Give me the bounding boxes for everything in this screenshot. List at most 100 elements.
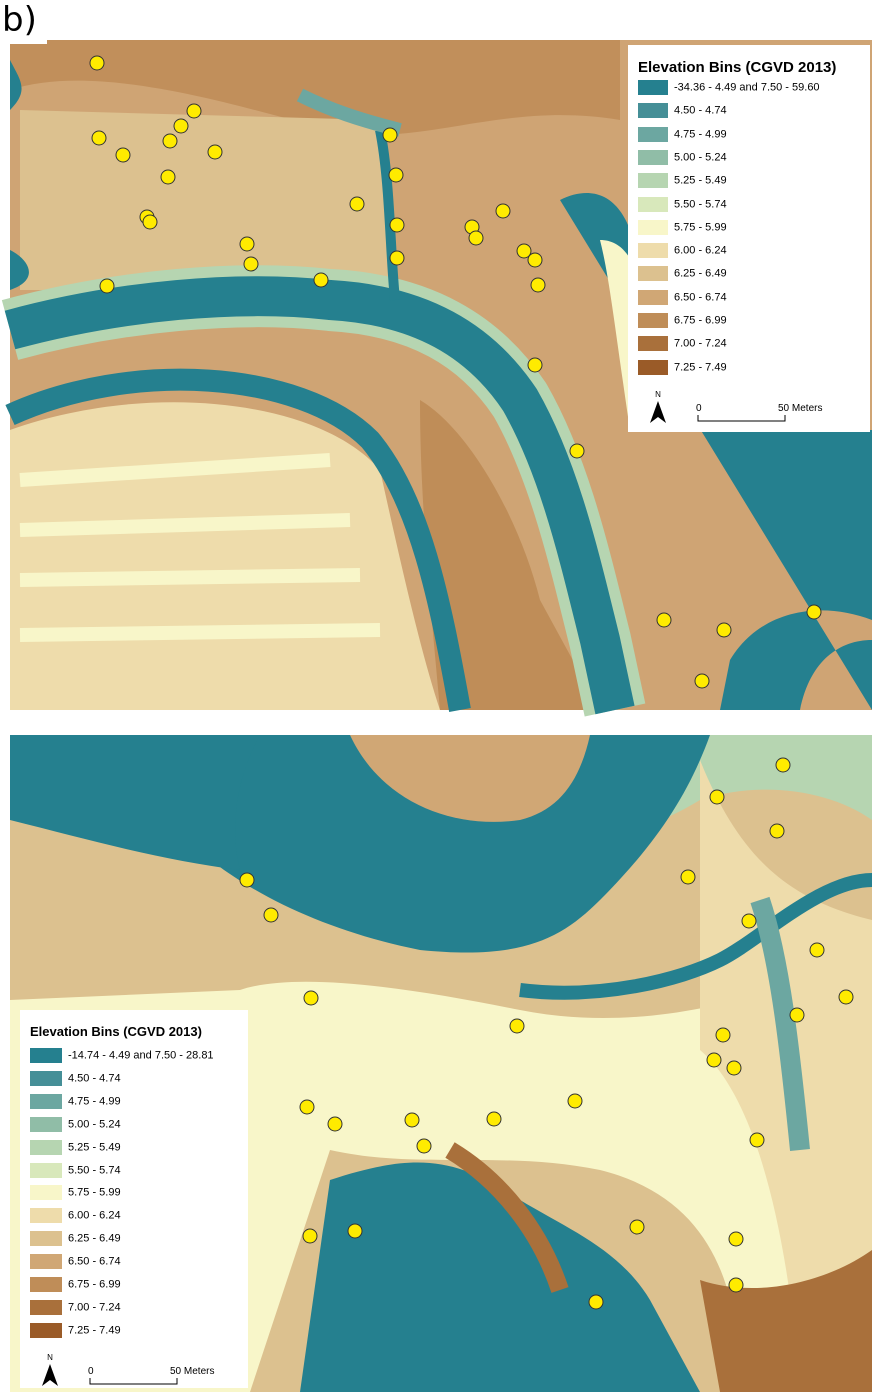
legend-label: 5.25 - 5.49 [68,1141,121,1153]
legend-row: 6.00 - 6.24 [638,243,727,258]
sample-point [348,1224,362,1238]
legend-row: 4.50 - 4.74 [30,1071,121,1086]
scale-start: 0 [696,403,702,414]
north-arrow [650,401,666,423]
legend-row: 6.50 - 6.74 [638,290,727,305]
legend-label: 4.75 - 4.99 [674,128,727,140]
legend-row: 6.75 - 6.99 [638,313,727,328]
north-label: N [655,390,661,399]
sample-point [90,56,104,70]
legend-label: -14.74 - 4.49 and 7.50 - 28.81 [68,1049,214,1061]
panel-label: b) [0,0,47,44]
sample-point [405,1113,419,1127]
north-arrow [42,1364,58,1386]
sample-point [750,1133,764,1147]
legend-label: 7.00 - 7.24 [68,1301,121,1313]
legend-label: 4.50 - 4.74 [68,1072,121,1084]
legend-label: 6.50 - 6.74 [68,1256,121,1268]
sample-point [328,1117,342,1131]
legend-title: Elevation Bins (CGVD 2013) [638,59,836,76]
sample-point [716,1028,730,1042]
sample-point [807,605,821,619]
legend-swatch [30,1254,62,1269]
legend-swatch [30,1117,62,1132]
legend-swatch [638,266,668,281]
sample-point [264,908,278,922]
sample-point [163,134,177,148]
sample-point [487,1112,501,1126]
sample-point [116,148,130,162]
legend-swatch [30,1048,62,1063]
sample-point [528,253,542,267]
sample-point [383,128,397,142]
legend-swatch [638,220,668,235]
legend-swatch [638,290,668,305]
sample-point [143,215,157,229]
scale-bar [90,1378,177,1384]
sample-point [729,1278,743,1292]
legend-label: 5.50 - 5.74 [674,198,727,210]
legend-label: -34.36 - 4.49 and 7.50 - 59.60 [674,81,820,93]
sample-point [314,273,328,287]
scale-bar [698,415,785,421]
sample-point [240,237,254,251]
legend-label: 6.25 - 6.49 [674,268,727,280]
legend-row: 5.25 - 5.49 [638,173,727,188]
legend-label: 6.50 - 6.74 [674,291,727,303]
legend-row: 5.50 - 5.74 [638,197,727,212]
legend-swatch [30,1323,62,1338]
scale-end: 50 Meters [778,403,822,414]
sample-point [681,870,695,884]
sample-point [389,168,403,182]
sample-point [727,1061,741,1075]
sample-point [570,444,584,458]
sample-point [810,943,824,957]
legend-swatch [30,1208,62,1223]
legend-swatch [638,103,668,118]
legend-row: 5.75 - 5.99 [638,220,727,235]
legend-swatch [638,360,668,375]
legend-row: 7.25 - 7.49 [638,360,727,375]
legend-row: 7.00 - 7.24 [30,1300,121,1315]
legend-swatch [638,173,668,188]
legend-swatch [30,1231,62,1246]
sample-point [350,197,364,211]
legend-swatch [30,1163,62,1178]
legend-swatch [638,80,668,95]
legend-label: 6.75 - 6.99 [674,314,727,326]
sample-point [300,1100,314,1114]
legend-swatch [30,1140,62,1155]
legend-row: 7.25 - 7.49 [30,1323,121,1338]
legend-row: 5.00 - 5.24 [30,1117,121,1132]
sample-point [303,1229,317,1243]
legend-row: 4.50 - 4.74 [638,103,727,118]
terrain [20,110,390,290]
sample-point [100,279,114,293]
legend-row: -34.36 - 4.49 and 7.50 - 59.60 [638,80,820,95]
legend-row: -14.74 - 4.49 and 7.50 - 28.81 [30,1048,214,1063]
legend-row: 5.50 - 5.74 [30,1163,121,1178]
sample-point [710,790,724,804]
legend-label: 7.25 - 7.49 [674,361,727,373]
sample-point [187,104,201,118]
legend-row: 6.50 - 6.74 [30,1254,121,1269]
sample-point [174,119,188,133]
sample-point [92,131,106,145]
sample-point [304,991,318,1005]
legend-label: 5.25 - 5.49 [674,175,727,187]
scale-north: N050 Meters [20,1350,248,1388]
legend-row: 5.75 - 5.99 [30,1185,121,1200]
legend-label: 5.00 - 5.24 [674,151,727,163]
sample-point [839,990,853,1004]
sample-point [695,674,709,688]
sample-point [528,358,542,372]
legend-label: 6.00 - 6.24 [68,1210,121,1222]
legend-label: 7.25 - 7.49 [68,1324,121,1336]
legend-label: 6.75 - 6.99 [68,1278,121,1290]
legend-swatch [30,1277,62,1292]
sample-point [657,613,671,627]
scale-start: 0 [88,1366,94,1377]
sample-point [531,278,545,292]
legend-label: 6.00 - 6.24 [674,245,727,257]
sample-point [707,1053,721,1067]
